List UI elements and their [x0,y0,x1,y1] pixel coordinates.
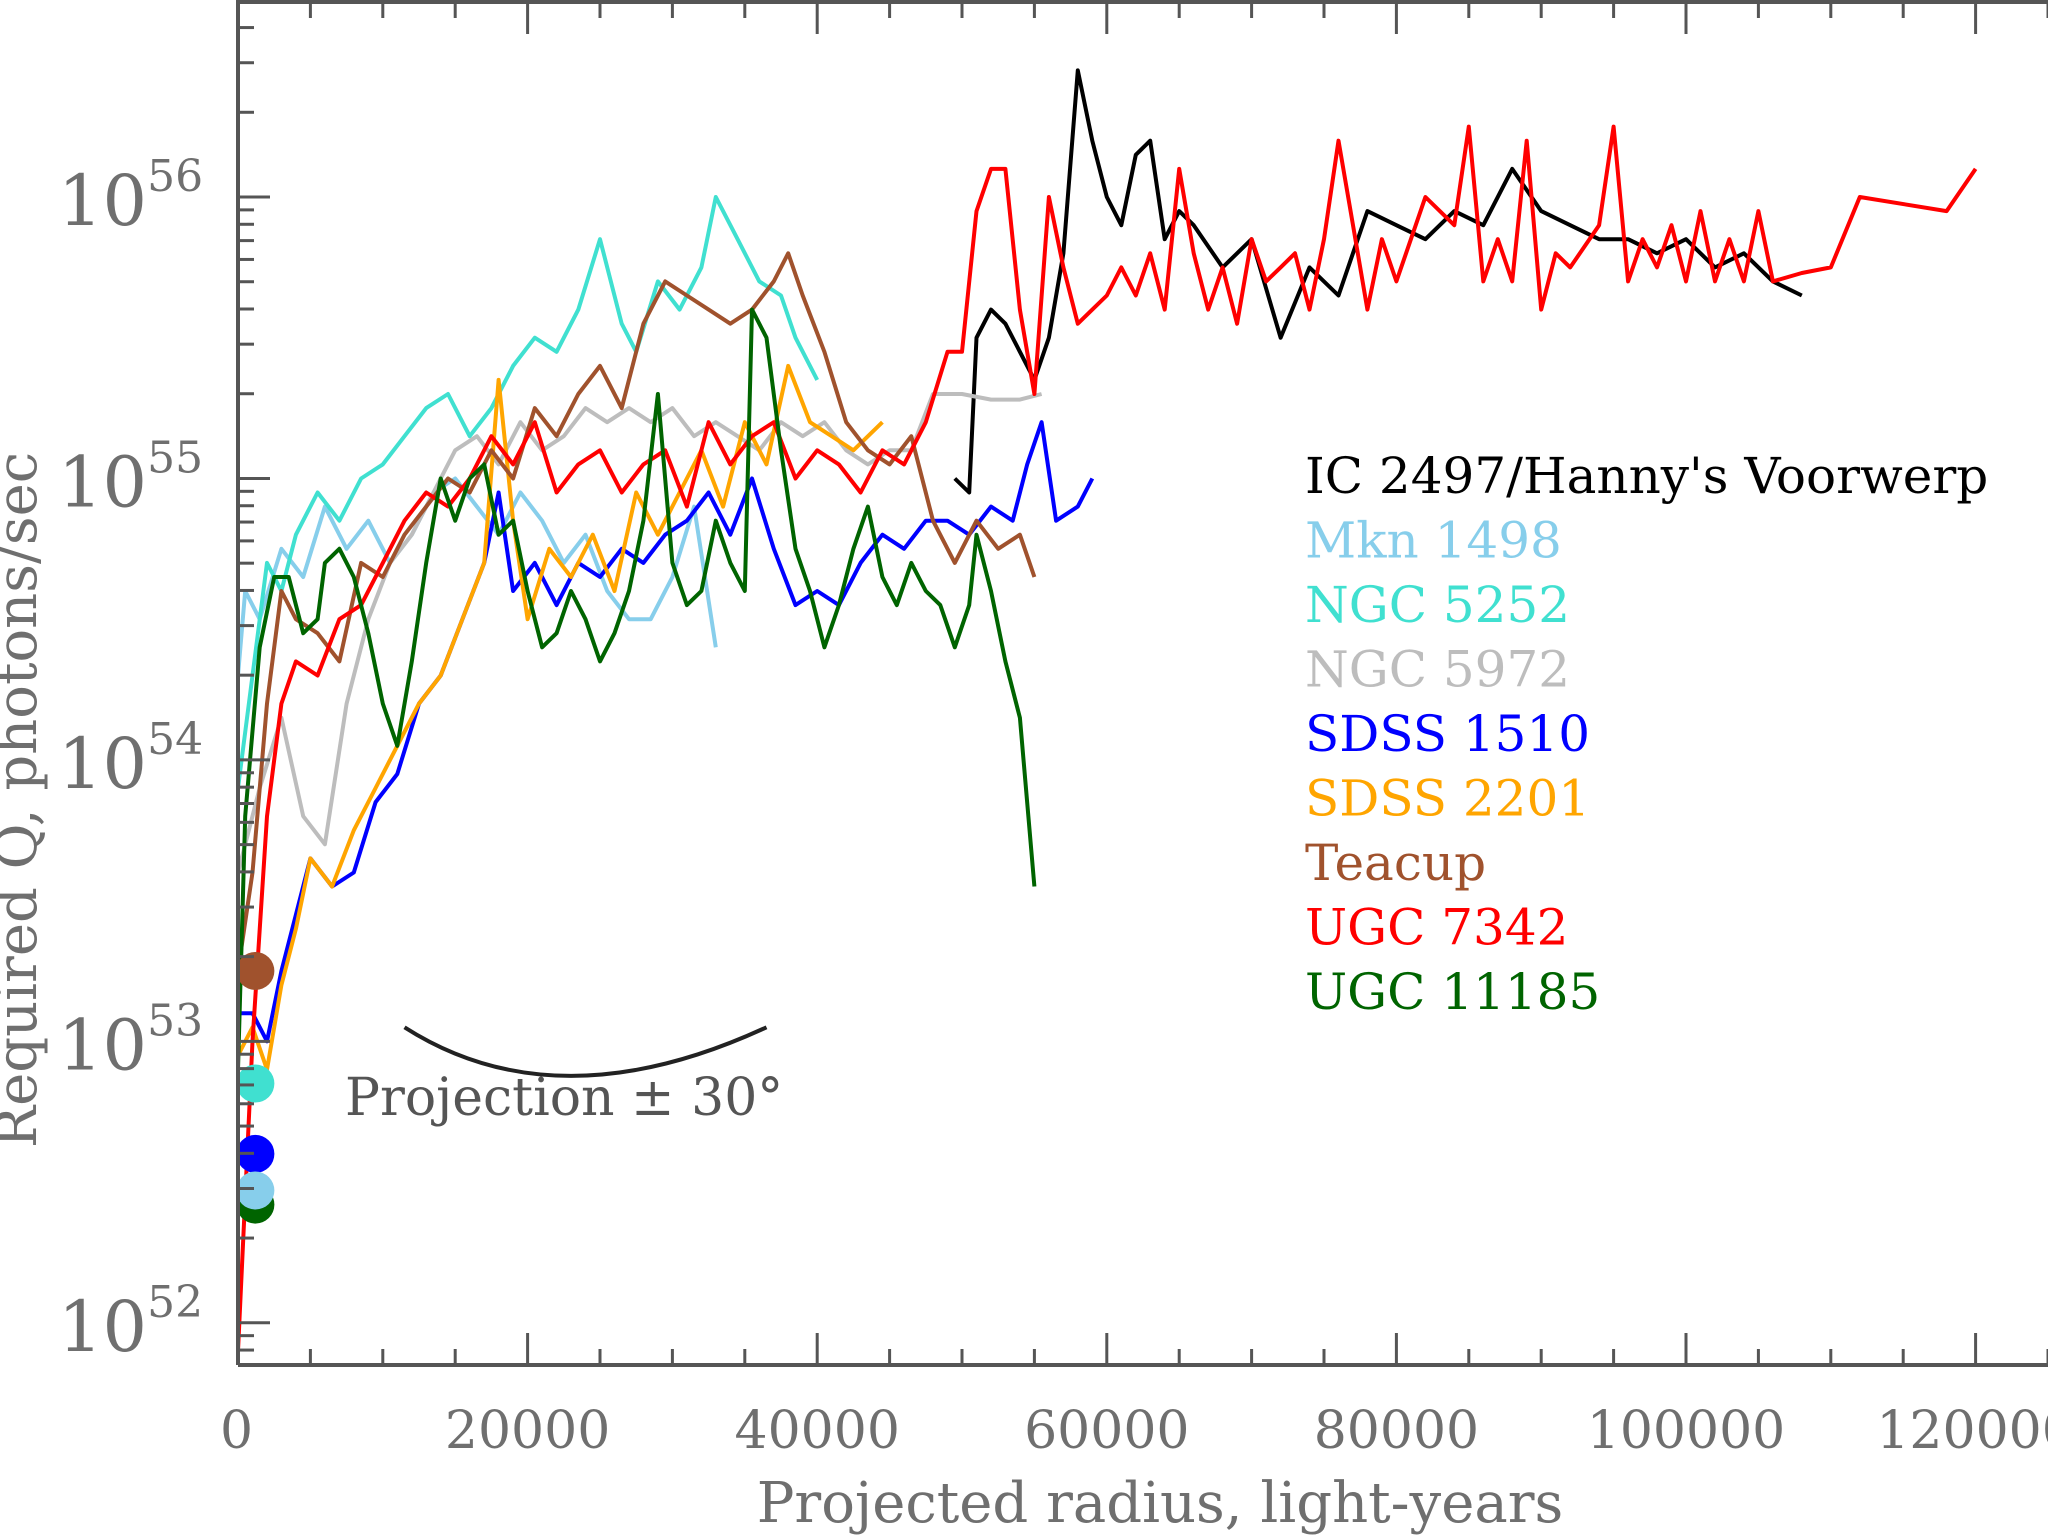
y-tick-label: 1053 [58,995,203,1086]
marker-dot-2 [236,1134,275,1173]
marker-dot-4 [236,1171,275,1210]
y-tick-label: 1055 [58,432,203,523]
plot-lines [236,68,1978,1351]
x-tick-label: 20000 [445,1401,610,1461]
series-line-0 [953,68,1803,495]
x-tick-label: 40000 [734,1401,899,1461]
series-line-5 [236,363,884,1072]
x-axis-label: Projected radius, light-years [757,1471,1563,1536]
markers [236,951,275,1224]
series-line-7 [236,124,1978,1351]
marker-dot-0 [236,951,275,990]
x-tick-label: 120000 [1876,1401,2048,1461]
projection-annotation: Projection ± 30° [345,1068,783,1128]
legend-entry: SDSS 1510 [1305,705,1590,763]
legend-entry: IC 2497/Hanny's Voorwerp [1305,447,1988,505]
y-tick-label: 1056 [58,151,203,242]
y-tick-labels: 1052 1053 1054 1055 1056 [58,151,203,1368]
legend-entry: NGC 5972 [1305,641,1570,699]
x-tick-label: 80000 [1314,1401,1479,1461]
legend-entry: UGC 11185 [1305,963,1600,1021]
projection-curve [403,1025,768,1078]
y-axis-label: Required Q, photons/sec [0,452,50,1148]
x-tick-label: 0 [220,1401,253,1461]
marker-dot-1 [236,1064,275,1103]
legend-entry: UGC 7342 [1305,899,1568,957]
y-tick-label: 1054 [58,714,203,805]
series-line-8 [236,307,1037,1070]
legend-entry: Teacup [1305,834,1486,892]
x-tick-label: 100000 [1587,1401,1786,1461]
series-line-2 [236,195,819,789]
y-tick-label: 1052 [58,1277,203,1368]
legend-entry: NGC 5252 [1305,576,1570,634]
series-line-3 [236,392,1043,873]
legend-entry: Mkn 1498 [1305,512,1562,570]
legend-entry: SDSS 2201 [1305,770,1590,828]
series-line-4 [238,420,1095,1044]
axes [236,0,2048,1367]
x-tick-label: 60000 [1024,1401,1189,1461]
legend: IC 2497/Hanny's Voorwerp Mkn 1498 NGC 5252… [1305,447,1988,1021]
x-tick-labels: 0 20000 40000 60000 80000 100000 120000 [220,1401,2048,1461]
